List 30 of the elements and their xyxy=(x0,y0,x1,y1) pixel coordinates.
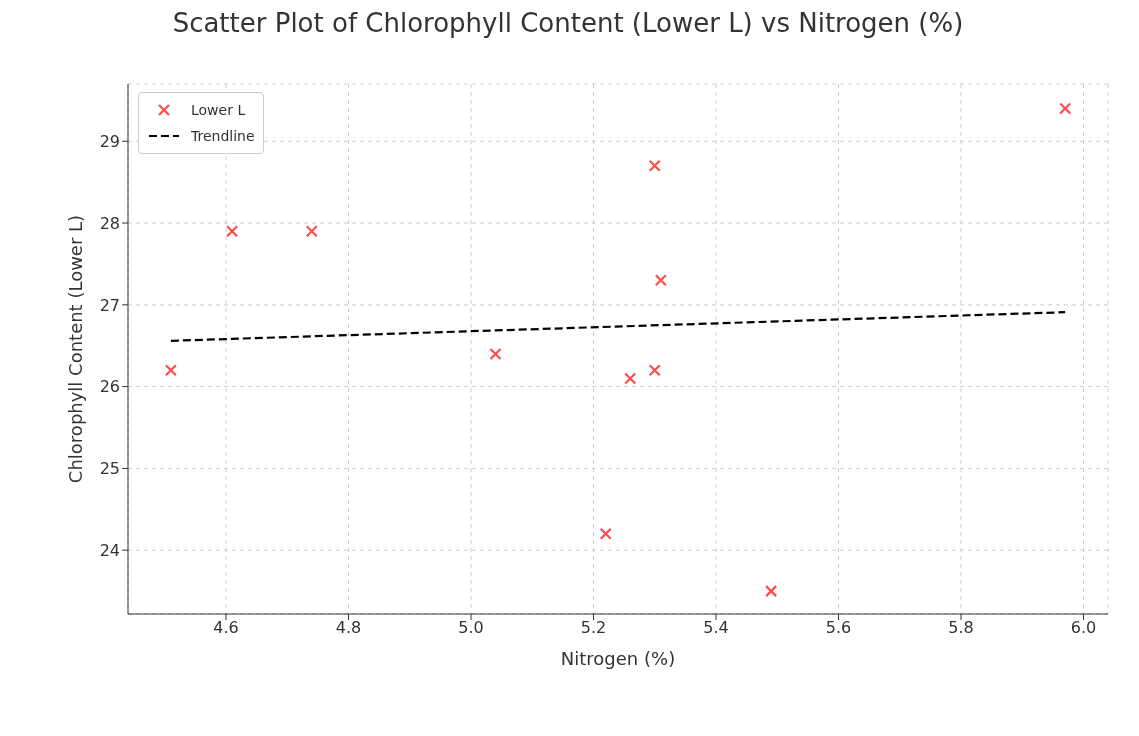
point xyxy=(489,347,502,361)
x-tick-label: 5.4 xyxy=(703,618,729,638)
x-tick-label: 4.6 xyxy=(213,618,239,638)
point xyxy=(648,364,661,377)
point xyxy=(648,159,661,172)
point xyxy=(305,225,318,238)
y-tick-label: 26 xyxy=(99,377,120,397)
point xyxy=(624,372,637,385)
x-axis-title: Nitrogen (%) xyxy=(560,647,676,669)
point xyxy=(765,585,778,598)
x-tick-label: 6.0 xyxy=(1070,618,1097,638)
y-tick-label: 28 xyxy=(99,213,120,233)
point xyxy=(226,225,239,238)
x-tick-label: 5.6 xyxy=(825,618,852,638)
x-tick-label: 5.0 xyxy=(458,618,484,638)
point xyxy=(654,274,667,287)
y-tick-label: 24 xyxy=(99,540,120,560)
point xyxy=(599,527,612,540)
y-tick-label: 25 xyxy=(99,459,120,479)
x-tick-label: 5.2 xyxy=(580,618,607,638)
x-tick-label: 4.8 xyxy=(335,618,362,638)
x-tick-label: 5.8 xyxy=(948,618,974,638)
legend-label: Lower L xyxy=(191,102,246,118)
chart-title: Scatter Plot of Chlorophyll Content (Lower L) vs Nitrogen (%) xyxy=(171,8,965,40)
y-axis-title: Chlorophyll Content (Lower L) xyxy=(65,214,87,484)
y-tick-label: 29 xyxy=(99,131,120,151)
legend-label: Trendline xyxy=(191,128,255,144)
point xyxy=(164,364,177,377)
y-tick-label: 27 xyxy=(99,295,120,315)
point xyxy=(1059,102,1072,115)
